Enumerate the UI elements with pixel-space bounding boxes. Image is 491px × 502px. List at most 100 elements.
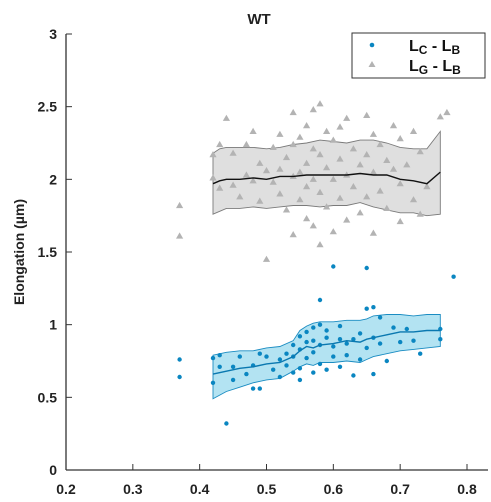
data-point-lc-lb xyxy=(384,358,389,364)
y-tick-label: 0 xyxy=(49,462,57,478)
data-point-lc-lb xyxy=(317,297,323,303)
data-point-lg-lb xyxy=(376,140,384,148)
mean-lines xyxy=(212,171,441,375)
data-point-lc-lb xyxy=(351,337,356,342)
data-point-lg-lb xyxy=(376,187,384,194)
data-point-lc-lb xyxy=(297,366,303,371)
data-point-lc-lb xyxy=(264,354,269,359)
data-point-lg-lb xyxy=(363,111,371,118)
data-point-lg-lb xyxy=(256,159,264,166)
data-point-lc-lb xyxy=(177,357,182,362)
data-point-lg-lb xyxy=(256,197,264,204)
data-point-lg-lb xyxy=(316,151,324,158)
data-point-lg-lb xyxy=(269,178,277,185)
data-point-lg-lb xyxy=(289,231,297,238)
data-point-lg-lb xyxy=(416,210,424,217)
data-point-lc-lb xyxy=(337,364,343,369)
data-point-lc-lb xyxy=(271,367,276,372)
data-point-lc-lb xyxy=(277,357,283,362)
data-point-lg-lb xyxy=(389,165,398,172)
data-point-lg-lb xyxy=(436,113,444,120)
data-point-lc-lb xyxy=(291,370,296,375)
data-point-lg-lb xyxy=(229,181,237,188)
data-point-lg-lb xyxy=(303,122,311,129)
data-point-lc-lb xyxy=(230,377,236,383)
legend-box xyxy=(351,32,486,79)
data-point-lg-lb xyxy=(282,206,291,213)
data-point-lg-lb xyxy=(369,130,377,137)
data-point-lc-lb xyxy=(217,364,222,369)
data-point-lc-lb xyxy=(304,339,309,345)
legend-label-lg-lb: LG - LB xyxy=(409,58,461,77)
data-point-lc-lb xyxy=(311,325,316,330)
data-point-lc-lb xyxy=(364,306,369,311)
data-point-lg-lb xyxy=(389,122,398,129)
data-point-lg-lb xyxy=(323,203,331,210)
y-tick-label: 2 xyxy=(49,171,57,187)
y-axis-label: Elongation (µm) xyxy=(11,199,27,305)
data-point-lc-lb xyxy=(244,371,249,377)
data-point-lg-lb xyxy=(242,171,250,178)
data-point-lc-lb xyxy=(331,344,336,349)
data-point-lc-lb xyxy=(311,350,316,355)
data-point-lc-lb xyxy=(364,345,369,351)
legend: LC - LB LG - LB xyxy=(351,32,486,79)
data-point-lc-lb xyxy=(357,331,363,336)
data-point-lg-lb xyxy=(409,127,418,134)
data-point-lc-lb xyxy=(404,326,409,332)
data-point-lg-lb xyxy=(316,188,324,195)
data-point-lg-lb xyxy=(236,193,244,200)
data-point-lg-lb xyxy=(249,177,257,184)
data-point-lc-lb xyxy=(331,354,336,359)
data-point-lc-lb xyxy=(324,328,329,333)
mean-line-lc-lb xyxy=(212,329,441,375)
data-point-lg-lb xyxy=(349,183,357,190)
data-point-lg-lb xyxy=(329,136,337,143)
data-point-lc-lb xyxy=(224,421,229,426)
data-point-lg-lb xyxy=(296,196,304,203)
data-point-lg-lb xyxy=(329,228,337,235)
data-point-lg-lb xyxy=(316,241,324,248)
data-point-lg-lb xyxy=(316,100,324,107)
data-point-lg-lb xyxy=(396,180,404,187)
data-point-lc-lb xyxy=(237,354,242,359)
data-point-lg-lb xyxy=(276,130,284,137)
data-point-lg-lb xyxy=(209,174,217,181)
x-ticks: 0.2 0.3 0.4 0.5 0.6 0.7 0.8 xyxy=(56,464,477,497)
data-point-lg-lb xyxy=(423,183,431,190)
data-point-lg-lb xyxy=(443,108,451,116)
data-point-lg-lb xyxy=(303,215,311,222)
data-point-lc-lb xyxy=(391,325,396,330)
data-point-lc-lb xyxy=(257,386,262,391)
data-point-lg-lb xyxy=(282,153,291,161)
data-point-lg-lb xyxy=(336,194,344,201)
data-point-lg-lb xyxy=(309,175,317,182)
y-tick-label: 1 xyxy=(49,317,57,333)
data-point-lg-lb xyxy=(309,106,317,113)
confidence-band-lg-lb xyxy=(212,130,441,217)
data-point-lg-lb xyxy=(209,151,217,158)
data-point-lc-lb xyxy=(210,380,216,385)
data-point-lg-lb xyxy=(403,161,411,168)
data-point-lc-lb xyxy=(277,374,283,380)
data-point-lg-lb xyxy=(343,114,351,121)
data-point-lc-lb xyxy=(377,315,383,320)
y-ticks: 0 0.5 1 1.5 2 2.5 3 xyxy=(38,26,72,478)
legend-marker-lg-lb xyxy=(368,61,376,67)
data-point-lg-lb xyxy=(216,184,224,191)
data-point-lg-lb xyxy=(176,232,184,239)
data-point-lc-lb xyxy=(371,371,376,377)
data-point-lc-lb xyxy=(337,323,343,329)
x-tick-label: 0.5 xyxy=(257,481,277,497)
data-point-lc-lb xyxy=(451,274,456,279)
data-point-lg-lb xyxy=(296,168,304,175)
data-point-lc-lb xyxy=(371,305,376,310)
data-point-lc-lb xyxy=(304,329,309,335)
legend-marker-lc-lb xyxy=(369,42,375,48)
data-point-lg-lb xyxy=(289,108,297,116)
x-tick-label: 0.4 xyxy=(190,481,210,497)
data-point-lc-lb xyxy=(398,339,403,345)
data-point-lg-lb xyxy=(216,140,224,148)
data-point-lg-lb xyxy=(296,133,304,140)
